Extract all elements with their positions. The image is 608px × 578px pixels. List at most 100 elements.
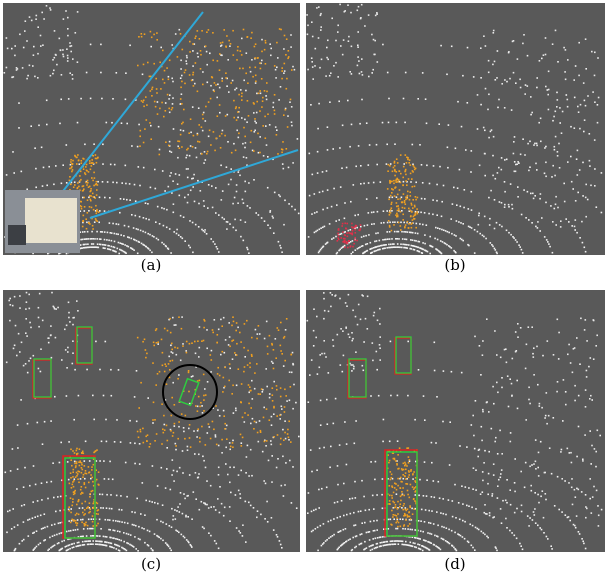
- point: [411, 245, 414, 247]
- point: [243, 79, 245, 82]
- point: [424, 234, 426, 236]
- point: [85, 71, 88, 74]
- point: [313, 212, 316, 214]
- point: [397, 179, 400, 181]
- point: [436, 238, 439, 241]
- point: [594, 168, 596, 170]
- point: [88, 460, 91, 462]
- point: [154, 440, 156, 442]
- point: [65, 549, 68, 552]
- point: [343, 231, 345, 234]
- point: [267, 459, 270, 462]
- point: [556, 106, 558, 108]
- point: [72, 476, 74, 478]
- point: [156, 39, 158, 41]
- point: [32, 354, 35, 357]
- point: [573, 127, 576, 129]
- point: [136, 252, 139, 255]
- point: [178, 28, 181, 31]
- point: [196, 90, 199, 93]
- point: [120, 539, 122, 542]
- point: [539, 230, 541, 232]
- point: [85, 243, 87, 246]
- point: [461, 485, 463, 487]
- point: [547, 70, 550, 73]
- point: [368, 234, 370, 236]
- point: [254, 372, 256, 374]
- point: [251, 379, 253, 382]
- point: [86, 527, 89, 530]
- point: [219, 486, 221, 488]
- point: [133, 524, 135, 526]
- point: [144, 128, 146, 130]
- point: [123, 198, 125, 200]
- point: [406, 194, 409, 197]
- point: [84, 172, 86, 174]
- point: [401, 507, 403, 509]
- point: [93, 499, 95, 501]
- point: [447, 124, 450, 126]
- point: [211, 329, 214, 331]
- point: [153, 533, 156, 535]
- point: [113, 232, 116, 235]
- point: [26, 335, 28, 337]
- point: [296, 138, 299, 140]
- point: [338, 100, 340, 103]
- point: [446, 146, 449, 149]
- point: [354, 249, 357, 251]
- point: [167, 78, 170, 81]
- point: [309, 374, 311, 376]
- point: [92, 458, 95, 460]
- point: [239, 497, 242, 499]
- point: [83, 206, 86, 208]
- point: [576, 455, 578, 458]
- point: [570, 180, 573, 183]
- point: [342, 241, 344, 243]
- point: [164, 110, 167, 112]
- point: [353, 242, 355, 245]
- point: [326, 149, 329, 151]
- point: [516, 407, 519, 410]
- point: [572, 348, 575, 350]
- point: [177, 506, 179, 508]
- point: [45, 5, 48, 7]
- point: [508, 206, 510, 208]
- point: [191, 518, 193, 520]
- point: [228, 336, 231, 338]
- point: [349, 538, 351, 540]
- point: [289, 98, 292, 101]
- point: [428, 541, 430, 543]
- point: [482, 410, 484, 413]
- point: [408, 207, 410, 210]
- point: [366, 295, 369, 298]
- point: [471, 524, 474, 527]
- point: [68, 316, 70, 319]
- point: [201, 526, 204, 528]
- point: [273, 380, 275, 383]
- point: [242, 142, 244, 145]
- point: [142, 99, 145, 102]
- point: [477, 528, 480, 531]
- point: [576, 487, 578, 490]
- point: [279, 418, 281, 420]
- point: [284, 420, 286, 422]
- point: [281, 70, 283, 72]
- point: [122, 243, 124, 245]
- point: [411, 211, 413, 213]
- point: [169, 428, 172, 431]
- point: [202, 455, 204, 458]
- point: [338, 530, 341, 533]
- point: [129, 419, 131, 422]
- point: [590, 394, 592, 397]
- point: [170, 151, 173, 153]
- point: [389, 478, 392, 481]
- point: [433, 369, 436, 372]
- point: [364, 509, 367, 512]
- point: [428, 182, 431, 185]
- point: [322, 245, 325, 248]
- point: [321, 246, 324, 248]
- point: [29, 321, 31, 324]
- point: [345, 166, 348, 169]
- point: [196, 405, 199, 408]
- point: [91, 224, 94, 227]
